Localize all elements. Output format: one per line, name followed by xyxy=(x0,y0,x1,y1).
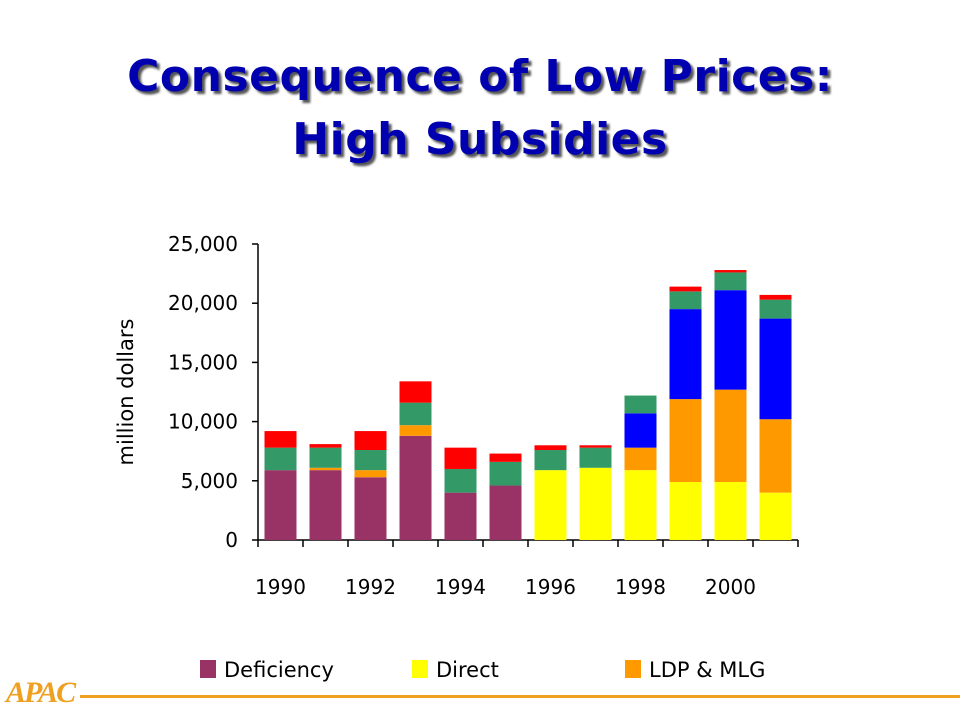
y-tick-label: 5,000 xyxy=(181,469,238,493)
legend-label: Direct xyxy=(436,658,499,682)
bar-segment-1998-series-3 xyxy=(624,413,657,448)
bar-segment-1998-series-2 xyxy=(624,447,657,471)
bar-segment-1993-series-2 xyxy=(399,425,432,436)
x-tick-label: 1992 xyxy=(345,575,396,599)
bar-segment-2000-series-4 xyxy=(714,272,747,291)
x-tick-label: 2000 xyxy=(705,575,756,599)
bar-segment-1992-series-5 xyxy=(354,431,387,451)
bar-segment-2001-series-1 xyxy=(759,492,792,540)
bar-segment-1996-series-5 xyxy=(534,445,567,451)
legend-label: Deficiency xyxy=(224,658,334,682)
bar-segment-2000-series-3 xyxy=(714,290,747,390)
bar-segment-1991-series-4 xyxy=(309,447,342,468)
bar-segment-1998-series-4 xyxy=(624,395,657,414)
x-tick-label: 1998 xyxy=(615,575,666,599)
bar-segment-1991-series-2 xyxy=(309,467,342,471)
apac-logo: APAC xyxy=(6,676,76,709)
bar-segment-1999-series-3 xyxy=(669,309,702,400)
slide-title-line-2: High Subsidies xyxy=(292,114,668,165)
bars xyxy=(264,270,792,540)
bar-segment-2000-series-5 xyxy=(714,270,747,273)
bar-segment-1994-series-5 xyxy=(444,447,477,469)
y-tick-label: 20,000 xyxy=(168,291,238,315)
legend-label: LDP & MLG xyxy=(649,658,765,682)
bar-segment-1999-series-1 xyxy=(669,481,702,540)
x-tick-label: 1996 xyxy=(525,575,576,599)
y-axis: 0 5,000 10,000 15,000 20,000 25,000 xyxy=(168,232,259,552)
bar-segment-2000-series-1 xyxy=(714,481,747,540)
bar-segment-2001-series-2 xyxy=(759,419,792,493)
bar-segment-1991-series-0 xyxy=(309,470,342,540)
bar-segment-1996-series-4 xyxy=(534,450,567,471)
bar-segment-1992-series-4 xyxy=(354,450,387,471)
legend: Deficiency Direct LDP & MLG xyxy=(200,658,765,682)
bar-segment-1997-series-1 xyxy=(579,467,612,540)
bar-segment-1995-series-5 xyxy=(489,453,522,462)
bar-segment-2001-series-5 xyxy=(759,294,792,300)
bar-segment-1999-series-2 xyxy=(669,399,702,482)
bar-segment-1997-series-4 xyxy=(579,447,612,468)
bar-segment-1993-series-5 xyxy=(399,381,432,403)
y-tick-label: 10,000 xyxy=(168,410,238,434)
x-tick-label: 1990 xyxy=(255,575,306,599)
bar-segment-1995-series-4 xyxy=(489,461,522,486)
legend-swatch xyxy=(625,660,641,678)
legend-swatch xyxy=(200,660,216,678)
bar-segment-1990-series-5 xyxy=(264,431,297,448)
x-tick-label: 1994 xyxy=(435,575,486,599)
bar-segment-1994-series-0 xyxy=(444,492,477,540)
legend-swatch xyxy=(412,660,428,678)
bar-segment-2000-series-2 xyxy=(714,389,747,482)
footer-divider xyxy=(80,695,960,698)
bar-segment-2001-series-3 xyxy=(759,318,792,420)
bar-segment-1994-series-4 xyxy=(444,468,477,493)
bar-segment-1995-series-0 xyxy=(489,485,522,540)
y-tick-label: 15,000 xyxy=(168,350,238,374)
bar-segment-1999-series-4 xyxy=(669,291,702,310)
bar-segment-1998-series-1 xyxy=(624,470,657,540)
bar-segment-1990-series-0 xyxy=(264,470,297,540)
x-axis: 1990 1992 1994 1996 1998 2000 xyxy=(255,539,799,599)
bar-segment-1993-series-0 xyxy=(399,435,432,540)
y-tick-label: 0 xyxy=(225,528,238,552)
bar-segment-1990-series-4 xyxy=(264,447,297,471)
y-axis-title: million dollars xyxy=(114,319,138,466)
bar-segment-1991-series-5 xyxy=(309,444,342,448)
y-tick-label: 25,000 xyxy=(168,232,238,256)
bar-segment-1992-series-2 xyxy=(354,470,387,478)
bar-segment-1996-series-1 xyxy=(534,470,567,540)
bar-segment-1993-series-4 xyxy=(399,402,432,426)
bar-segment-1999-series-5 xyxy=(669,286,702,292)
bar-segment-2001-series-4 xyxy=(759,299,792,319)
slide-title-line-1: Consequence of Low Prices: xyxy=(127,51,833,102)
bar-segment-1997-series-5 xyxy=(579,445,612,448)
bar-segment-1992-series-0 xyxy=(354,477,387,540)
